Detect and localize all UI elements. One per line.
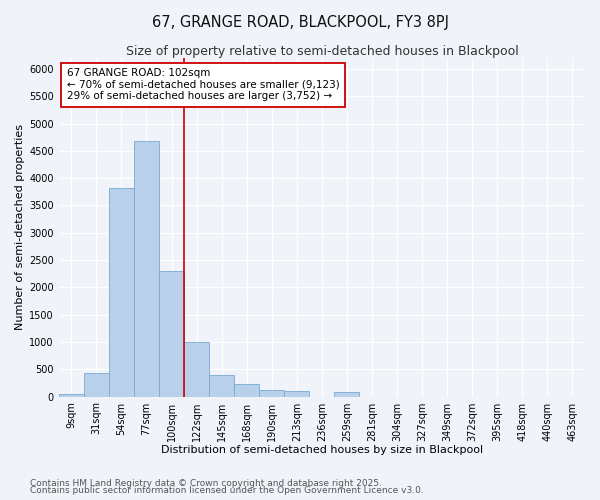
Bar [259, 390, 284, 396]
Title: Size of property relative to semi-detached houses in Blackpool: Size of property relative to semi-detach… [125, 45, 518, 58]
X-axis label: Distribution of semi-detached houses by size in Blackpool: Distribution of semi-detached houses by … [161, 445, 483, 455]
Bar [109, 188, 134, 396]
Text: 67, GRANGE ROAD, BLACKPOOL, FY3 8PJ: 67, GRANGE ROAD, BLACKPOOL, FY3 8PJ [151, 15, 449, 30]
Bar [84, 373, 109, 396]
Bar [159, 271, 184, 396]
Bar [184, 342, 209, 396]
Bar [59, 394, 84, 396]
Bar [284, 391, 310, 396]
Bar [234, 384, 259, 396]
Text: 67 GRANGE ROAD: 102sqm
← 70% of semi-detached houses are smaller (9,123)
29% of : 67 GRANGE ROAD: 102sqm ← 70% of semi-det… [67, 68, 340, 102]
Bar [334, 392, 359, 396]
Text: Contains HM Land Registry data © Crown copyright and database right 2025.: Contains HM Land Registry data © Crown c… [30, 478, 382, 488]
Text: Contains public sector information licensed under the Open Government Licence v3: Contains public sector information licen… [30, 486, 424, 495]
Y-axis label: Number of semi-detached properties: Number of semi-detached properties [15, 124, 25, 330]
Bar [209, 375, 234, 396]
Bar [134, 141, 159, 397]
